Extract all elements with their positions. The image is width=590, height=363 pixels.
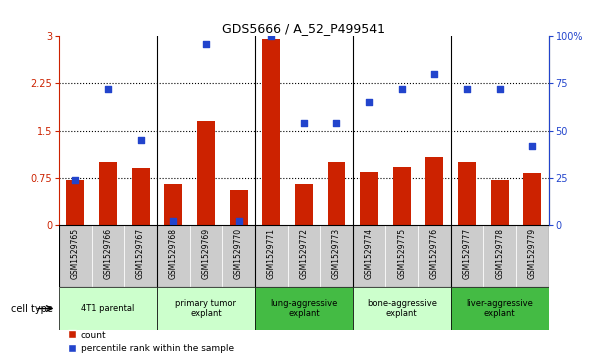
Text: bone-aggressive
explant: bone-aggressive explant: [367, 299, 437, 318]
Text: GSM1529768: GSM1529768: [169, 228, 178, 279]
Bar: [523, 173, 542, 225]
Bar: [262, 40, 280, 225]
Point: [71, 177, 80, 183]
Bar: [451, 287, 549, 330]
Bar: [353, 287, 451, 330]
Legend: count, percentile rank within the sample: count, percentile rank within the sample: [64, 327, 237, 357]
Bar: [255, 225, 287, 287]
Text: GSM1529769: GSM1529769: [201, 228, 211, 279]
Text: cell type: cell type: [11, 303, 53, 314]
Point: [136, 137, 145, 143]
Point: [527, 143, 537, 149]
Point: [169, 219, 178, 224]
Text: GSM1529779: GSM1529779: [528, 228, 537, 279]
Text: GSM1529778: GSM1529778: [495, 228, 504, 279]
Text: GSM1529767: GSM1529767: [136, 228, 145, 279]
Bar: [385, 225, 418, 287]
Point: [463, 86, 472, 92]
Text: GSM1529773: GSM1529773: [332, 228, 341, 279]
Bar: [327, 162, 346, 225]
Bar: [451, 225, 483, 287]
Bar: [353, 225, 385, 287]
Bar: [320, 225, 353, 287]
Bar: [91, 225, 124, 287]
Text: lung-aggressive
explant: lung-aggressive explant: [270, 299, 337, 318]
Bar: [222, 225, 255, 287]
Text: GSM1529765: GSM1529765: [71, 228, 80, 279]
Bar: [59, 287, 157, 330]
Point: [103, 86, 113, 92]
Bar: [491, 180, 509, 225]
Bar: [458, 162, 476, 225]
Bar: [425, 157, 444, 225]
Text: 4T1 parental: 4T1 parental: [81, 304, 135, 313]
Bar: [393, 167, 411, 225]
Bar: [157, 287, 255, 330]
Title: GDS5666 / A_52_P499541: GDS5666 / A_52_P499541: [222, 22, 385, 35]
Point: [430, 71, 439, 77]
Bar: [157, 225, 189, 287]
Text: GSM1529770: GSM1529770: [234, 228, 243, 279]
Bar: [59, 225, 91, 287]
Text: GSM1529774: GSM1529774: [365, 228, 373, 279]
Text: GSM1529766: GSM1529766: [103, 228, 113, 279]
Text: GSM1529772: GSM1529772: [299, 228, 309, 279]
Bar: [99, 162, 117, 225]
Bar: [418, 225, 451, 287]
Bar: [189, 225, 222, 287]
Bar: [360, 172, 378, 225]
Text: GSM1529777: GSM1529777: [463, 228, 471, 279]
Text: primary tumor
explant: primary tumor explant: [175, 299, 237, 318]
Text: liver-aggressive
explant: liver-aggressive explant: [466, 299, 533, 318]
Bar: [295, 184, 313, 225]
Point: [495, 86, 504, 92]
Point: [234, 219, 243, 224]
Bar: [483, 225, 516, 287]
Point: [332, 120, 341, 126]
Text: GSM1529775: GSM1529775: [397, 228, 407, 279]
Point: [397, 86, 407, 92]
Point: [299, 120, 309, 126]
Bar: [197, 121, 215, 225]
Point: [267, 33, 276, 39]
Bar: [66, 180, 84, 225]
Bar: [164, 184, 182, 225]
Bar: [124, 225, 157, 287]
Bar: [255, 287, 353, 330]
Point: [201, 41, 211, 47]
Bar: [230, 191, 248, 225]
Text: GSM1529776: GSM1529776: [430, 228, 439, 279]
Point: [365, 99, 374, 105]
Bar: [516, 225, 549, 287]
Bar: [287, 225, 320, 287]
Bar: [132, 168, 150, 225]
Text: GSM1529771: GSM1529771: [267, 228, 276, 279]
